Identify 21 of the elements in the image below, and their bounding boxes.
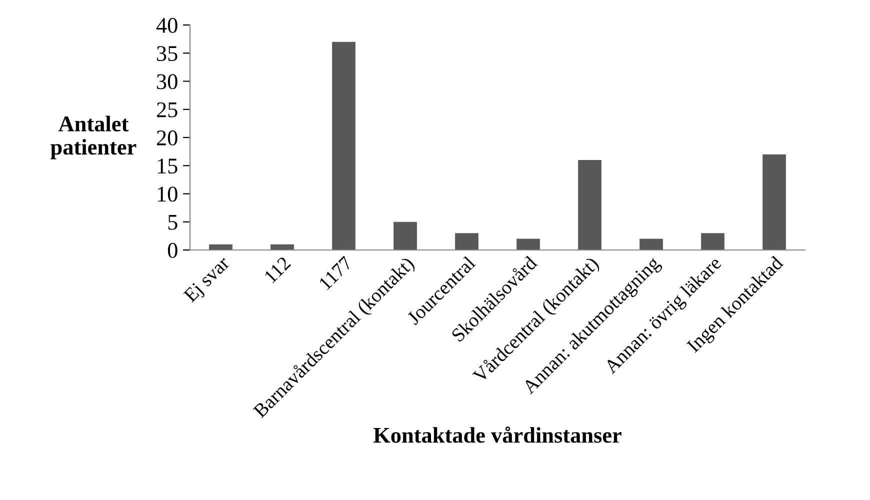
y-axis-title: Antalet patienter [50, 116, 136, 160]
y-tick-label: 10 [158, 186, 178, 202]
bar [455, 233, 478, 250]
bar [640, 238, 663, 250]
bar [701, 233, 724, 250]
y-tick-label: 15 [158, 158, 178, 174]
x-axis-title: Kontaktade vårdinstanser [373, 426, 622, 443]
y-tick-label: 40 [156, 18, 178, 33]
y-tick-label: 25 [156, 102, 178, 118]
y-tick-label: 35 [157, 46, 178, 62]
bar [332, 42, 356, 250]
y-tick-label: 0 [168, 242, 178, 258]
y-tick-label: 5 [168, 215, 178, 230]
x-tick-label: 112 [264, 256, 292, 284]
x-tick-label: Ej svar [183, 255, 234, 306]
bar [516, 238, 540, 250]
y-tick-label: 20 [156, 130, 178, 146]
bar [578, 160, 602, 250]
bar [762, 154, 786, 250]
y-tick-label: 30 [157, 74, 178, 90]
bar [394, 222, 417, 250]
